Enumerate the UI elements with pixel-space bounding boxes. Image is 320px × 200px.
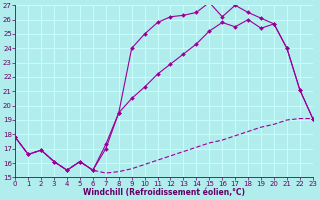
X-axis label: Windchill (Refroidissement éolien,°C): Windchill (Refroidissement éolien,°C) xyxy=(83,188,245,197)
